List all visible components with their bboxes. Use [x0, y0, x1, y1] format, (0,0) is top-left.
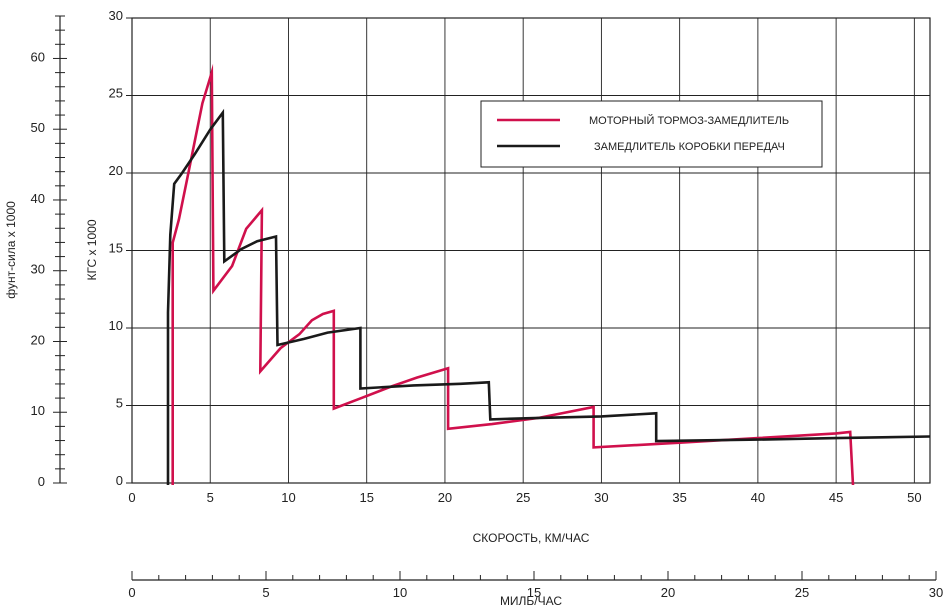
y-tick-label-5: 5: [116, 396, 123, 411]
secondary-x-tick-label-15: 15: [527, 585, 541, 600]
y-tick-label-30: 30: [109, 8, 123, 23]
secondary-x-tick-label-25: 25: [795, 585, 809, 600]
x-tick-label-25: 25: [516, 490, 530, 505]
secondary-y-tick-label-30: 30: [31, 262, 45, 277]
legend-label-gearbox-retarder: ЗАМЕДЛИТЕЛЬ КОРОБКИ ПЕРЕДАЧ: [594, 141, 785, 153]
secondary-x-tick-label-0: 0: [128, 585, 135, 600]
grid-lines: [132, 18, 930, 483]
x-axis-ticks: 0 5 10 15 20 25 30 35 40 45 50: [128, 490, 921, 505]
series-line-1: [166, 108, 930, 485]
x-tick-label-40: 40: [751, 490, 765, 505]
y-tick-label-10: 10: [109, 318, 123, 333]
x-tick-label-0: 0: [128, 490, 135, 505]
x-tick-label-5: 5: [207, 490, 214, 505]
x-tick-label-20: 20: [438, 490, 452, 505]
y-tick-label-0: 0: [116, 473, 123, 488]
secondary-y-axis: 0 10 20 30 40 50 60: [31, 15, 67, 489]
series-line-0: [171, 63, 855, 485]
x-tick-label-30: 30: [594, 490, 608, 505]
legend-label-engine-brake: МОТОРНЫЙ ТОРМОЗ-ЗАМЕДЛИТЕЛЬ: [589, 114, 789, 127]
x-axis-title: СКОРОСТЬ, КМ/ЧАС: [473, 531, 590, 545]
x-tick-label-45: 45: [829, 490, 843, 505]
secondary-x-axis-title: МИЛЬ/ЧАС: [500, 594, 562, 608]
y-axis-title: КГС x 1000: [85, 219, 99, 280]
y-tick-label-25: 25: [109, 86, 123, 101]
secondary-y-tick-label-50: 50: [31, 120, 45, 135]
legend: МОТОРНЫЙ ТОРМОЗ-ЗАМЕДЛИТЕЛЬ ЗАМЕДЛИТЕЛЬ …: [480, 100, 823, 168]
series-lines: [166, 63, 930, 485]
secondary-x-tick-label-20: 20: [661, 585, 675, 600]
x-tick-label-10: 10: [281, 490, 295, 505]
secondary-x-axis: 0 5 10 15 20 25 30: [128, 571, 943, 600]
x-tick-label-50: 50: [907, 490, 921, 505]
x-tick-label-35: 35: [672, 490, 686, 505]
secondary-y-tick-label-0: 0: [38, 474, 45, 489]
secondary-x-tick-label-5: 5: [262, 585, 269, 600]
secondary-y-tick-label-60: 60: [31, 49, 45, 64]
secondary-y-tick-label-20: 20: [31, 332, 45, 347]
x-tick-label-15: 15: [359, 490, 373, 505]
y-tick-label-20: 20: [109, 163, 123, 178]
secondary-x-tick-label-30: 30: [929, 585, 943, 600]
secondary-y-tick-label-40: 40: [31, 191, 45, 206]
secondary-y-tick-label-10: 10: [31, 403, 45, 418]
y-axis-ticks: 0 5 10 15 20 25 30: [109, 8, 132, 488]
y-tick-label-15: 15: [109, 241, 123, 256]
secondary-y-axis-title: фунт-сила x 1000: [4, 201, 18, 299]
legend-box: [480, 100, 823, 168]
secondary-x-tick-label-10: 10: [393, 585, 407, 600]
